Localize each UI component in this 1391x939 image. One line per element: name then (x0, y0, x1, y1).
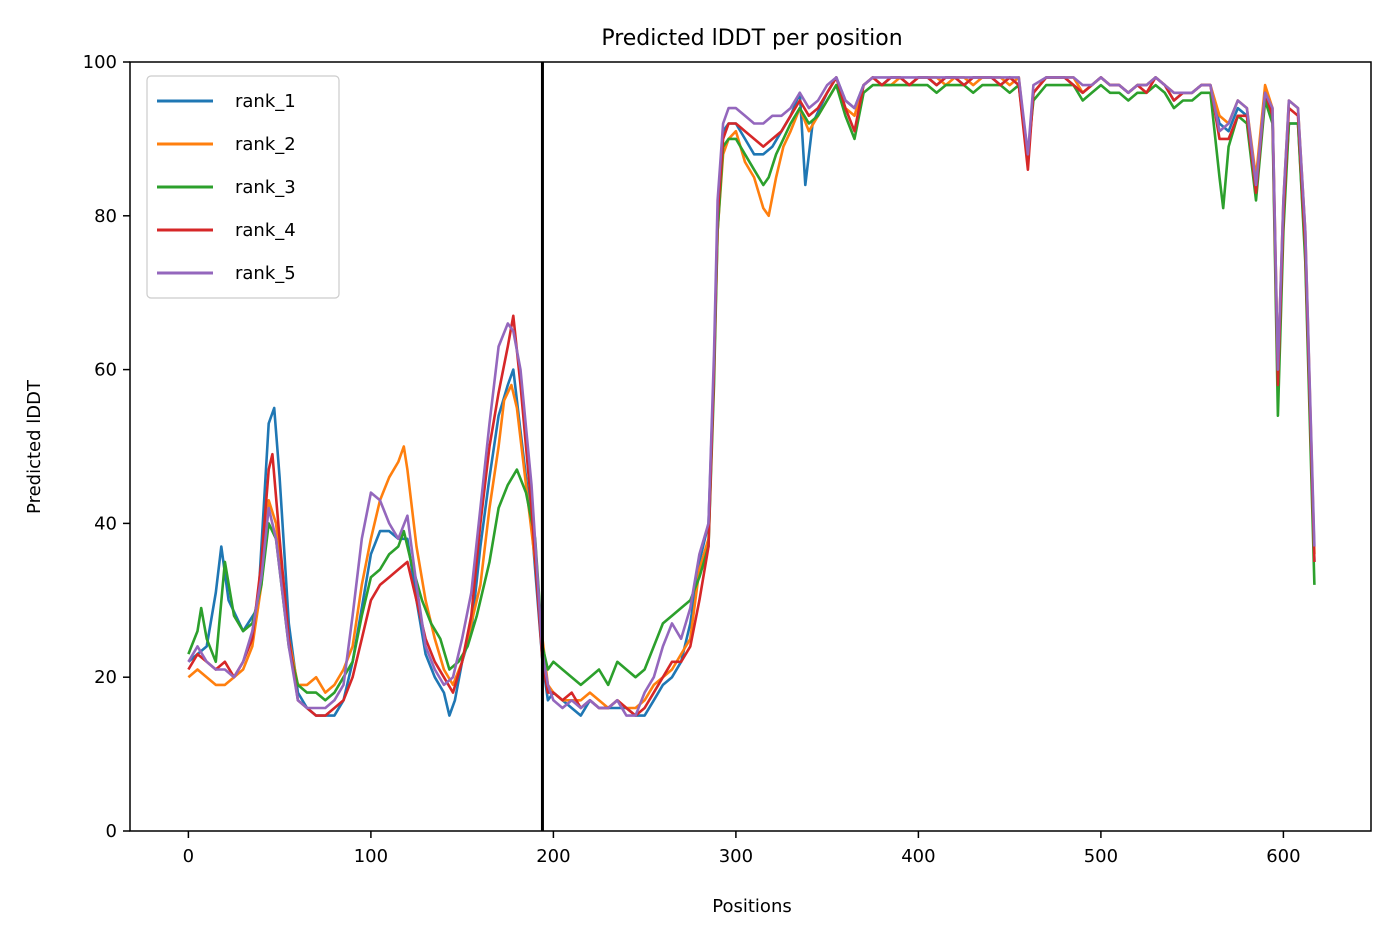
y-tick-label: 40 (94, 513, 117, 534)
plot-frame (129, 61, 1372, 832)
x-tick-label: 500 (1084, 846, 1118, 867)
y-tick-label: 80 (94, 206, 117, 227)
legend: rank_1 rank_2 rank_3 rank_4 rank_5 (146, 75, 340, 299)
y-axis-ticks: 0 20 40 60 80 100 (83, 52, 130, 842)
legend-label: rank_5 (235, 263, 296, 284)
series-line-rank-3 (187, 83, 1316, 702)
x-tick-label: 200 (536, 846, 570, 867)
legend-label: rank_2 (235, 134, 296, 155)
series-line-rank-5 (187, 76, 1316, 717)
x-tick-label: 0 (183, 846, 194, 867)
x-tick-label: 400 (901, 846, 935, 867)
chart-title: Predicted lDDT per position (601, 26, 902, 51)
legend-label: rank_3 (235, 177, 296, 198)
y-tick-label: 0 (106, 821, 117, 842)
x-axis-ticks: 0 100 200 300 400 500 600 (183, 831, 1301, 867)
legend-box (146, 75, 340, 299)
y-tick-label: 60 (94, 360, 117, 381)
x-axis-label: Positions (712, 896, 791, 917)
x-tick-label: 100 (354, 846, 388, 867)
plot-lines (187, 76, 1316, 717)
legend-label: rank_4 (235, 220, 296, 241)
y-tick-label: 20 (94, 667, 117, 688)
y-tick-label: 100 (83, 52, 117, 73)
x-tick-label: 600 (1266, 846, 1300, 867)
y-axis-label: Predicted lDDT (24, 379, 45, 514)
legend-label: rank_1 (235, 91, 296, 112)
x-tick-label: 300 (719, 846, 753, 867)
